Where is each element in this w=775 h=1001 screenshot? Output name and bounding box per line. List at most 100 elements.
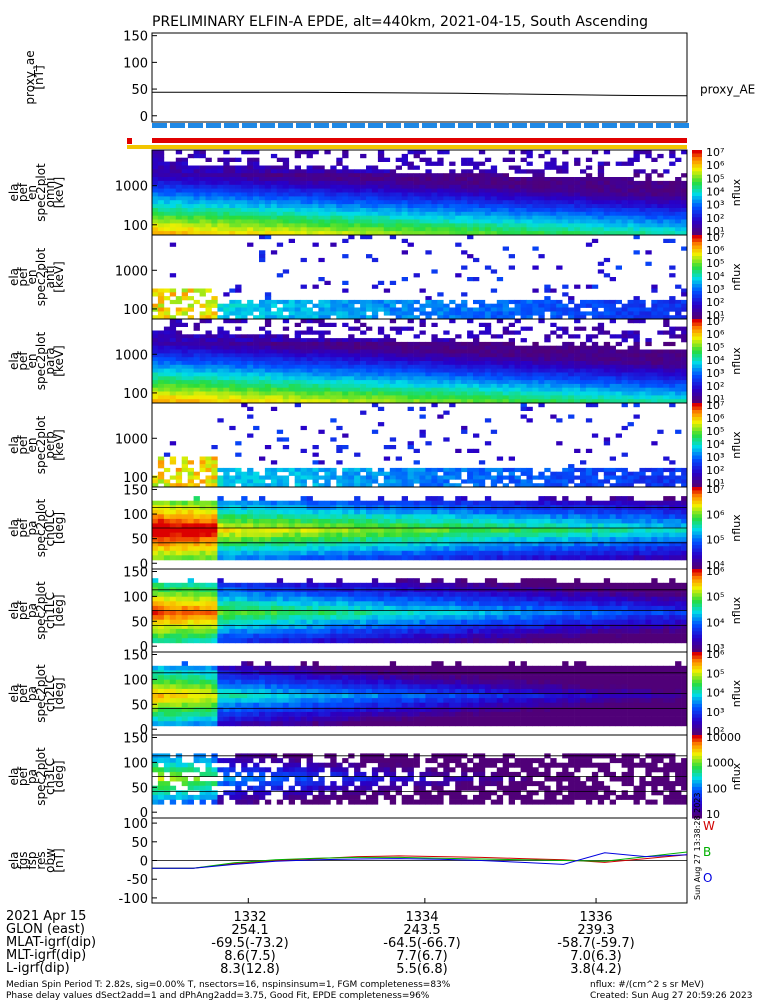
heat-cell [586, 300, 592, 304]
heat-cell [366, 204, 372, 208]
heat-cell [200, 369, 206, 373]
heat-cell [639, 361, 645, 365]
heat-cell [461, 395, 467, 399]
heat-cell [669, 266, 675, 270]
heat-cell [206, 533, 212, 538]
heat-cell [681, 353, 687, 357]
heat-cell [521, 300, 527, 304]
heat-cell [289, 216, 295, 220]
heat-cell [431, 392, 437, 396]
heat-cell [556, 304, 562, 308]
heat-cell [556, 361, 562, 365]
heat-cell [586, 243, 592, 247]
heat-cell [152, 361, 158, 365]
heat-cell [402, 208, 408, 212]
heat-cell [194, 537, 200, 542]
heat-cell [194, 212, 200, 216]
heat-cell [360, 361, 366, 365]
heat-cell [354, 501, 360, 506]
heat-cell [467, 308, 473, 312]
heat-cell [390, 212, 396, 216]
heat-cell [360, 154, 366, 158]
heat-cell [194, 216, 200, 220]
heat-cell [610, 189, 616, 193]
heat-cell [241, 384, 247, 388]
heat-cell [313, 373, 319, 377]
heat-cell [390, 392, 396, 396]
heat-cell [318, 380, 324, 384]
heat-cell [568, 208, 574, 212]
heat-cell [360, 501, 366, 506]
heat-cell [634, 384, 640, 388]
heat-cell [295, 208, 301, 212]
colorbar-cell [692, 407, 702, 411]
heat-cell [318, 331, 324, 335]
heat-cell [253, 346, 259, 350]
heat-cell [384, 395, 390, 399]
heat-cell [556, 216, 562, 220]
heat-cell [651, 468, 657, 472]
heat-cell [283, 216, 289, 220]
heat-cell [223, 158, 229, 162]
heat-cell [342, 369, 348, 373]
heat-cell [313, 445, 319, 449]
heat-cell [639, 384, 645, 388]
heat-cell [301, 479, 307, 483]
heat-cell [616, 369, 622, 373]
heat-cell [479, 311, 485, 315]
heat-cell [628, 311, 634, 315]
heat-cell [431, 196, 437, 200]
heat-cell [550, 185, 556, 189]
heat-cell [425, 468, 431, 472]
heat-cell [206, 173, 212, 177]
heat-cell [473, 334, 479, 338]
heat-cell [194, 150, 200, 154]
heat-cell [164, 555, 170, 560]
heat-cell [503, 177, 509, 181]
heat-cell [259, 369, 265, 373]
heat-cell [324, 331, 330, 335]
y-tick-label: 100 [123, 303, 148, 318]
heat-cell [283, 395, 289, 399]
heat-cell [301, 533, 307, 538]
heat-cell [532, 373, 538, 377]
heat-cell [681, 212, 687, 216]
heat-cell [223, 519, 229, 524]
heat-cell [247, 369, 253, 373]
heat-cell [235, 169, 241, 173]
heat-cell [586, 373, 592, 377]
heat-cell [675, 189, 681, 193]
heat-cell [461, 304, 467, 308]
heat-cell [354, 173, 360, 177]
heat-cell [515, 193, 521, 197]
heat-cell [182, 546, 188, 551]
heat-cell [628, 185, 634, 189]
heat-cell [342, 546, 348, 551]
heat-cell [277, 388, 283, 392]
heat-cell [491, 208, 497, 212]
heat-cell [271, 227, 277, 231]
heat-cell [485, 373, 491, 377]
heat-cell [182, 220, 188, 224]
heat-cell [455, 472, 461, 476]
heat-cell [384, 361, 390, 365]
heat-cell [645, 196, 651, 200]
heat-cell [402, 250, 408, 254]
heat-cell [384, 308, 390, 312]
heat-cell [663, 342, 669, 346]
heat-cell [354, 196, 360, 200]
heat-cell [241, 346, 247, 350]
heat-cell [360, 350, 366, 354]
heat-cell [449, 392, 455, 396]
heat-cell [414, 472, 420, 476]
heat-cell [318, 350, 324, 354]
heat-cell [414, 369, 420, 373]
heat-cell [550, 204, 556, 208]
heat-cell [604, 369, 610, 373]
heat-cell [217, 528, 223, 533]
heat-cell [342, 519, 348, 524]
heat-cell [396, 373, 402, 377]
heat-cell [372, 227, 378, 231]
heat-cell [318, 220, 324, 224]
heat-cell [313, 528, 319, 533]
